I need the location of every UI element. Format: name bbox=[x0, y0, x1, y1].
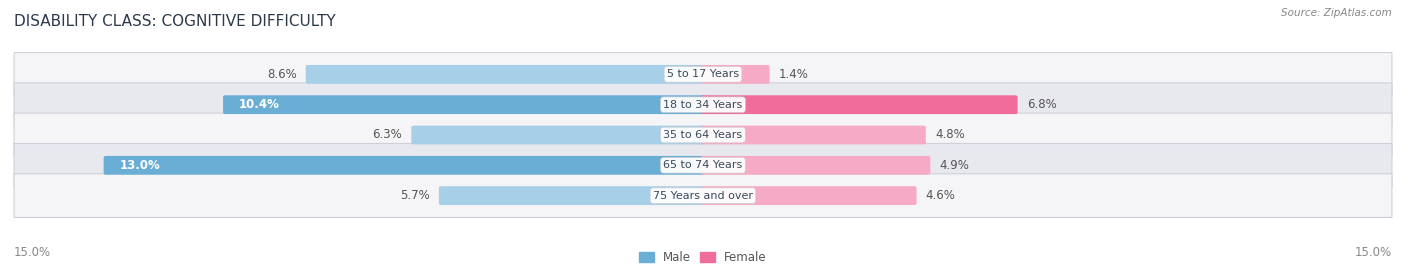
Text: 4.9%: 4.9% bbox=[939, 159, 969, 172]
Text: 13.0%: 13.0% bbox=[120, 159, 160, 172]
Text: 6.8%: 6.8% bbox=[1026, 98, 1056, 111]
Text: 8.6%: 8.6% bbox=[267, 68, 297, 81]
FancyBboxPatch shape bbox=[700, 126, 925, 144]
Text: Source: ZipAtlas.com: Source: ZipAtlas.com bbox=[1281, 8, 1392, 18]
FancyBboxPatch shape bbox=[14, 174, 1392, 217]
FancyBboxPatch shape bbox=[700, 95, 1018, 114]
Text: 75 Years and over: 75 Years and over bbox=[652, 191, 754, 201]
Text: 5.7%: 5.7% bbox=[399, 189, 430, 202]
FancyBboxPatch shape bbox=[14, 83, 1392, 127]
Text: 4.8%: 4.8% bbox=[935, 129, 965, 141]
Text: 18 to 34 Years: 18 to 34 Years bbox=[664, 100, 742, 110]
FancyBboxPatch shape bbox=[14, 143, 1392, 187]
Text: 15.0%: 15.0% bbox=[1355, 246, 1392, 259]
FancyBboxPatch shape bbox=[700, 186, 917, 205]
Text: 35 to 64 Years: 35 to 64 Years bbox=[664, 130, 742, 140]
FancyBboxPatch shape bbox=[305, 65, 706, 84]
FancyBboxPatch shape bbox=[224, 95, 706, 114]
Text: 65 to 74 Years: 65 to 74 Years bbox=[664, 160, 742, 170]
Text: 4.6%: 4.6% bbox=[925, 189, 956, 202]
FancyBboxPatch shape bbox=[700, 156, 931, 175]
FancyBboxPatch shape bbox=[412, 126, 706, 144]
Text: 10.4%: 10.4% bbox=[239, 98, 280, 111]
FancyBboxPatch shape bbox=[439, 186, 706, 205]
Text: DISABILITY CLASS: COGNITIVE DIFFICULTY: DISABILITY CLASS: COGNITIVE DIFFICULTY bbox=[14, 14, 336, 29]
Text: 5 to 17 Years: 5 to 17 Years bbox=[666, 69, 740, 79]
FancyBboxPatch shape bbox=[14, 113, 1392, 157]
FancyBboxPatch shape bbox=[14, 53, 1392, 96]
Text: 6.3%: 6.3% bbox=[373, 129, 402, 141]
FancyBboxPatch shape bbox=[104, 156, 706, 175]
Legend: Male, Female: Male, Female bbox=[640, 251, 766, 264]
Text: 1.4%: 1.4% bbox=[779, 68, 808, 81]
FancyBboxPatch shape bbox=[700, 65, 769, 84]
Text: 15.0%: 15.0% bbox=[14, 246, 51, 259]
